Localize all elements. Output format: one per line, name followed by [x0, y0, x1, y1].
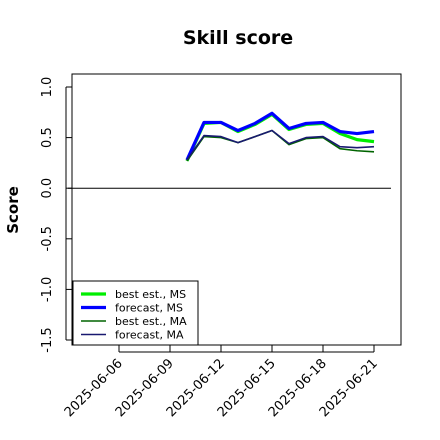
chart-title: Skill score	[183, 27, 293, 49]
legend-label: best est., MS	[115, 288, 186, 301]
y-tick-label: 0.0	[40, 178, 55, 199]
y-tick-label: -1.0	[40, 277, 55, 302]
plot-area	[68, 111, 391, 189]
y-axis-label: Score	[4, 186, 22, 234]
x-axis: 2025-06-062025-06-092025-06-122025-06-15…	[62, 345, 381, 420]
legend-label: forecast, MS	[115, 302, 183, 315]
y-tick-label: 1.0	[40, 77, 55, 98]
legend-label: forecast, MA	[115, 329, 184, 342]
plot-frame	[71, 73, 402, 346]
y-tick-label: 0.5	[40, 127, 55, 148]
y-tick-label: -0.5	[40, 226, 55, 251]
y-axis: -1.5 -1.0 -0.5 0.0 0.5 1.0	[40, 77, 72, 353]
series-line-4	[186, 129, 375, 161]
series-line-2	[185, 111, 375, 161]
y-tick-label: -1.5	[40, 327, 55, 352]
legend-label: best est., MA	[115, 315, 187, 328]
